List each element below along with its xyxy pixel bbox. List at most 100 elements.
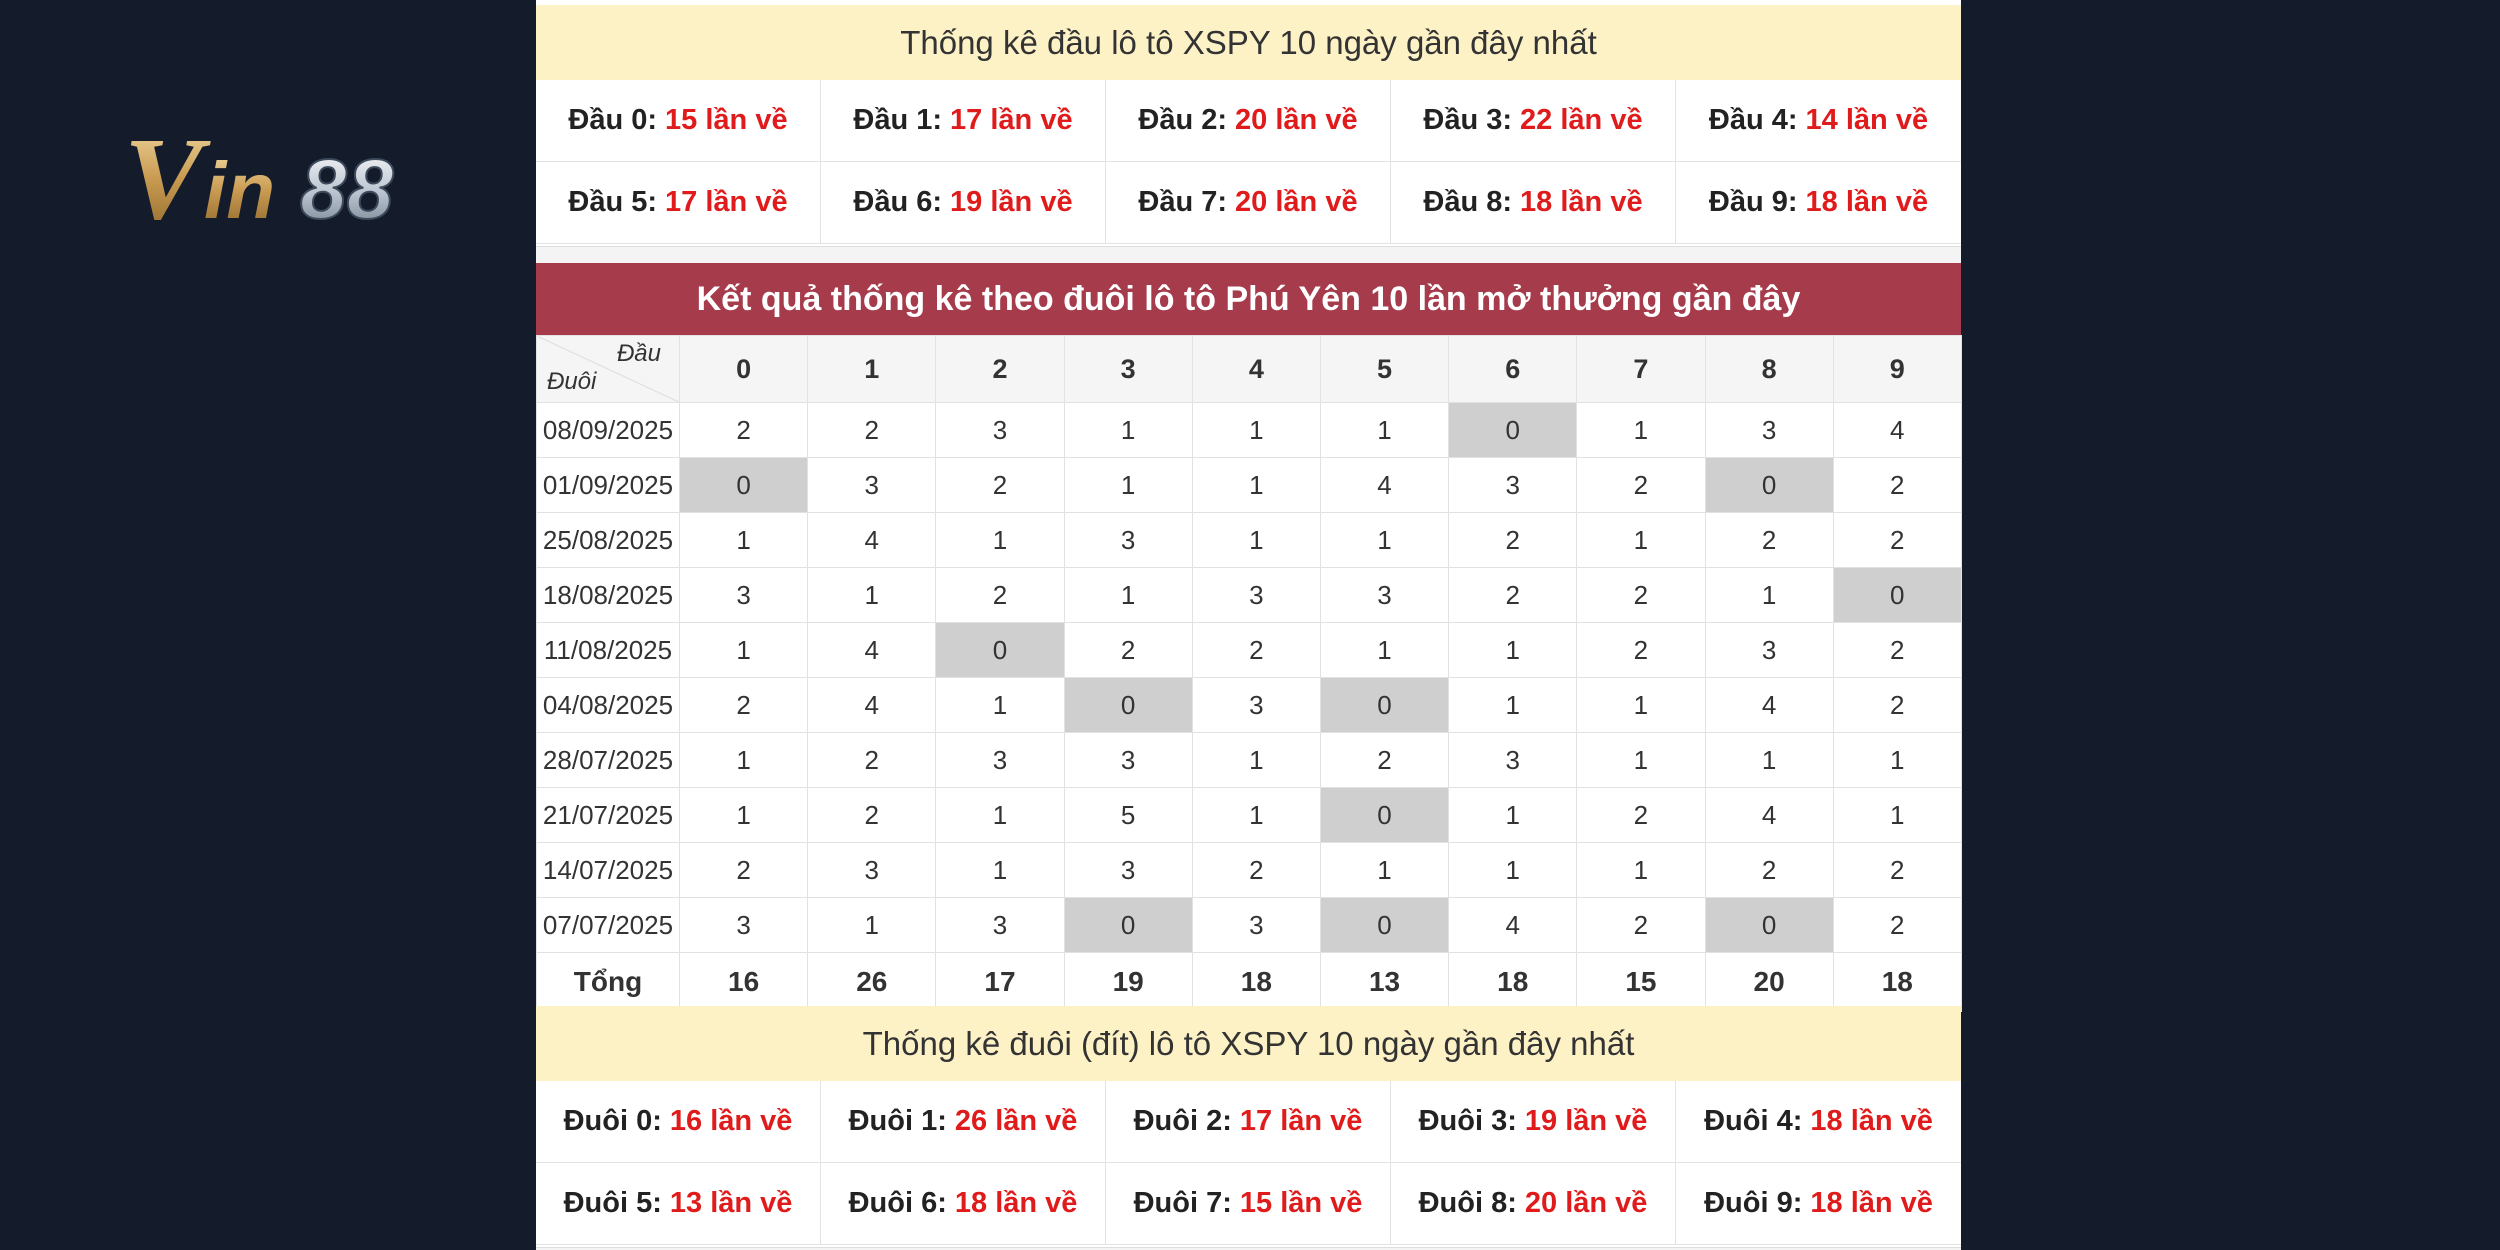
table-cell: 4 xyxy=(807,512,937,568)
table-row: 14/07/2025 2 3 1 3 2 1 1 1 2 2 xyxy=(536,842,1962,898)
stat-cell: Đầu 0: 15 lần về xyxy=(536,80,821,162)
table-cell: 2 xyxy=(1191,622,1321,678)
table-cell: 1 xyxy=(1448,622,1578,678)
stat-label: Đầu 2: xyxy=(1138,104,1228,136)
stat-cell: Đuôi 1: 26 lần về xyxy=(821,1081,1106,1163)
column-header: 1 xyxy=(807,335,937,403)
table-row: 01/09/2025 0 3 2 1 1 4 3 2 0 2 xyxy=(536,457,1962,513)
stat-cell: Đầu 5: 17 lần về xyxy=(536,162,821,244)
table-row: 08/09/2025 2 2 3 1 1 1 0 1 3 4 xyxy=(536,402,1962,458)
table-cell: 1 xyxy=(1191,732,1321,788)
table-cell: 0 xyxy=(1319,787,1450,843)
table-cell: 2 xyxy=(1832,457,1962,513)
table-cell: 0 xyxy=(1704,457,1834,513)
table-cell: 2 xyxy=(935,567,1065,623)
table-cell: 3 xyxy=(1704,622,1834,678)
table-cell: 2 xyxy=(1191,842,1321,898)
table-cell: 3 xyxy=(935,732,1065,788)
table-cell: 1 xyxy=(935,677,1065,733)
table-cell: 3 xyxy=(1063,732,1193,788)
table-cell: 3 xyxy=(1704,402,1834,458)
table-cell: 2 xyxy=(1448,512,1578,568)
table-cell: 1 xyxy=(935,842,1065,898)
stat-label: Đầu 9: xyxy=(1708,186,1798,218)
stat-cell: Đuôi 2: 17 lần về xyxy=(1106,1081,1391,1163)
table-row: 04/08/2025 2 4 1 0 3 0 1 1 4 2 xyxy=(536,677,1962,733)
stat-value: 15 lần về xyxy=(1239,1187,1363,1219)
stat-label: Đầu 4: xyxy=(1708,104,1798,136)
table-cell: 3 xyxy=(1191,677,1321,733)
table-cell: 1 xyxy=(1576,512,1706,568)
table-row: 21/07/2025 1 2 1 5 1 0 1 2 4 1 xyxy=(536,787,1962,843)
table-cell: 1 xyxy=(1319,402,1450,458)
row-date: 04/08/2025 xyxy=(536,677,680,733)
row-date: 25/08/2025 xyxy=(536,512,680,568)
row-date: 14/07/2025 xyxy=(536,842,680,898)
stat-label: Đuôi 9: xyxy=(1704,1187,1803,1219)
stat-value: 19 lần về xyxy=(1524,1105,1648,1137)
table-cell: 3 xyxy=(1063,512,1193,568)
column-header: 6 xyxy=(1448,335,1578,403)
table-cell: 2 xyxy=(807,787,937,843)
table-cell: 0 xyxy=(1448,402,1578,458)
total-cell: 18 xyxy=(1191,952,1321,1012)
table-cell: 2 xyxy=(1832,677,1962,733)
stat-cell: Đuôi 3: 19 lần về xyxy=(1391,1081,1676,1163)
table-cell: 2 xyxy=(935,457,1065,513)
stat-cell: Đuôi 0: 16 lần về xyxy=(536,1081,821,1163)
table-cell: 1 xyxy=(807,897,937,953)
table-cell: 1 xyxy=(1576,677,1706,733)
table-cell: 1 xyxy=(1191,457,1321,513)
stat-cell: Đuôi 4: 18 lần về xyxy=(1676,1081,1961,1163)
stat-label: Đuôi 7: xyxy=(1133,1187,1232,1219)
table-cell: 2 xyxy=(1832,622,1962,678)
row-date: 28/07/2025 xyxy=(536,732,680,788)
total-cell: 20 xyxy=(1704,952,1834,1012)
stat-cell: Đầu 1: 17 lần về xyxy=(821,80,1106,162)
stat-label: Đuôi 2: xyxy=(1133,1105,1232,1137)
svg-text:V: V xyxy=(124,118,211,234)
stat-cell: Đuôi 9: 18 lần về xyxy=(1676,1163,1961,1245)
table-cell: 1 xyxy=(935,512,1065,568)
stat-label: Đuôi 0: xyxy=(563,1105,662,1137)
stat-value: 18 lần về xyxy=(1520,186,1643,218)
table-cell: 2 xyxy=(1832,897,1962,953)
total-cell: 18 xyxy=(1832,952,1962,1012)
table-cell: 1 xyxy=(1448,787,1578,843)
stat-value: 18 lần về xyxy=(1805,186,1929,218)
table-cell: 4 xyxy=(1832,402,1962,458)
corner-header: Đầu Đuôi xyxy=(536,335,680,403)
stat-value: 22 lần về xyxy=(1520,104,1643,136)
stat-label: Đuôi 5: xyxy=(563,1187,662,1219)
table-cell: 3 xyxy=(807,842,937,898)
table-cell: 2 xyxy=(807,402,937,458)
table-cell: 1 xyxy=(678,787,809,843)
total-cell: 16 xyxy=(678,952,809,1012)
stat-value: 18 lần về xyxy=(1810,1105,1933,1137)
table-cell: 2 xyxy=(1704,842,1834,898)
table-cell: 2 xyxy=(678,677,809,733)
stat-cell: Đuôi 6: 18 lần về xyxy=(821,1163,1106,1245)
table-cell: 1 xyxy=(1576,842,1706,898)
table-cell: 2 xyxy=(678,842,809,898)
dau-stats-grid: Đầu 0: 15 lần về Đầu 1: 17 lần về Đầu 2: 20 l… xyxy=(536,80,1961,247)
table-cell: 3 xyxy=(1063,842,1193,898)
stat-value: 26 lần về xyxy=(954,1105,1078,1137)
stat-label: Đuôi 6: xyxy=(848,1187,947,1219)
column-header: 4 xyxy=(1191,335,1321,403)
result-table-title: Kết quả thống kê theo đuôi lô tô Phú Yên… xyxy=(536,263,1961,335)
duoi-stats-grid: Đuôi 0: 16 lần về Đuôi 1: 26 lần về Đuôi 2: 1… xyxy=(536,1081,1961,1248)
stat-value: 20 lần về xyxy=(1235,104,1358,136)
table-cell: 2 xyxy=(678,402,809,458)
table-cell: 3 xyxy=(1319,567,1450,623)
table-cell: 1 xyxy=(1063,457,1193,513)
total-cell: 13 xyxy=(1319,952,1450,1012)
table-cell: 2 xyxy=(1063,622,1193,678)
stat-value: 18 lần về xyxy=(1810,1187,1933,1219)
table-cell: 0 xyxy=(1319,677,1450,733)
stat-cell: Đầu 6: 19 lần về xyxy=(821,162,1106,244)
table-cell: 1 xyxy=(1063,402,1193,458)
table-cell: 1 xyxy=(1063,567,1193,623)
vin88-logo[interactable]: V in 88 xyxy=(124,113,480,244)
